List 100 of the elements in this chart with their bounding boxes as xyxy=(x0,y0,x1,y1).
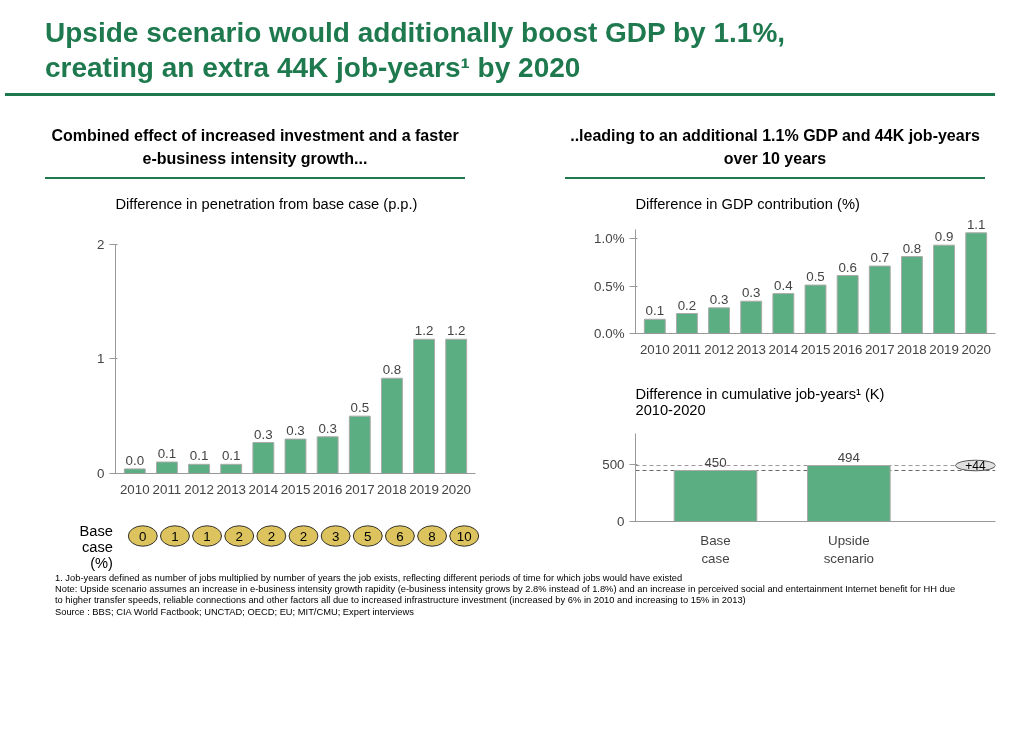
bar xyxy=(252,442,275,474)
data-label: 8 xyxy=(428,528,436,544)
data-label: 0.8 xyxy=(902,240,922,256)
bar xyxy=(675,313,698,334)
data-label: 450 xyxy=(704,454,727,470)
data-label: 0.3 xyxy=(286,423,305,439)
data-label: 1.2 xyxy=(414,323,434,339)
bar xyxy=(445,338,468,474)
text: Note: Upside scenario assumes an increase in e-business intensity growth rapidity (e-business intensity grows by 2.8% instead of 1.8%) and an increase in perceived social and entertainment Internet benefit for HH due to higher transfer speeds, reliable connections and other factors all due to increased infrastructure investment (increased by 6% in 2010 and increasing to 15% in 2013) xyxy=(55,584,956,606)
x-tick-label: 2011 xyxy=(672,341,702,357)
data-label: 10 xyxy=(456,528,472,544)
bar xyxy=(220,463,243,474)
data-label: 6 xyxy=(396,528,404,544)
data-label: 0 xyxy=(139,528,147,544)
chart-title: Upside scenario would additionally boost GDP by 1.1%, creating an extra 44K job-years¹ by 2020 xyxy=(5,5,995,96)
data-label: 1 xyxy=(171,528,179,544)
x-tick-label: 2012 xyxy=(184,481,214,497)
x-tick-label: 2020 xyxy=(961,341,992,357)
x-tick-label: 2016 xyxy=(832,341,863,357)
data-label: 0.3 xyxy=(741,285,761,301)
text: Base case (%) xyxy=(78,523,113,572)
bar xyxy=(643,318,666,334)
x-tick-label: 2013 xyxy=(736,341,767,357)
annotation: +44 xyxy=(965,459,986,474)
x-tick-label: 2015 xyxy=(800,341,831,357)
x-tick-label: 2017 xyxy=(864,341,895,357)
data-label: 0.3 xyxy=(318,420,337,436)
x-tick-label: 2014 xyxy=(768,341,799,357)
x-tick-label: Upside scenario xyxy=(823,532,875,566)
data-label: 3 xyxy=(331,528,340,544)
bar xyxy=(933,244,956,334)
data-label: 0.3 xyxy=(709,291,729,307)
data-label: 0.1 xyxy=(645,303,665,319)
x-tick-label: 2014 xyxy=(248,481,279,497)
y-tick-label: 1.0% xyxy=(594,231,625,247)
data-label: 0.1 xyxy=(189,448,209,464)
bar xyxy=(316,436,339,474)
data-label: 0.8 xyxy=(382,362,402,378)
bar xyxy=(772,293,795,334)
bar xyxy=(868,265,891,334)
data-label: 0.9 xyxy=(934,229,954,245)
data-label: 1.2 xyxy=(446,323,466,339)
data-label: 0.2 xyxy=(677,297,697,313)
x-tick-label: 2016 xyxy=(312,481,343,497)
bar xyxy=(900,256,923,334)
data-label: 0.3 xyxy=(254,426,273,442)
x-tick-label: 2012 xyxy=(704,341,734,357)
data-label: 494 xyxy=(837,449,861,465)
bar xyxy=(155,461,178,474)
bar xyxy=(836,275,859,334)
y-tick-label: 1 xyxy=(97,351,105,367)
bar xyxy=(284,438,307,474)
data-label: 1 xyxy=(203,528,211,544)
y-tick-label: 0.5% xyxy=(594,278,625,294)
data-label: 0.5 xyxy=(806,269,825,285)
data-label: 0.7 xyxy=(870,250,890,266)
y-axis-title: Difference in penetration from base case (p.p.) xyxy=(115,195,418,212)
y-axis-title: Difference in cumulative job-years¹ (K) 2010-2020 xyxy=(635,385,885,418)
data-label: 2 xyxy=(299,528,308,544)
y-tick-label: 0 xyxy=(617,514,625,529)
bar xyxy=(380,377,403,474)
x-tick-label: 2018 xyxy=(377,481,407,497)
x-tick-label: 2011 xyxy=(152,481,182,497)
x-tick-label: 2010 xyxy=(119,481,150,497)
data-label: 0.1 xyxy=(157,446,177,462)
x-tick-label: 2013 xyxy=(216,481,247,497)
bar xyxy=(348,415,371,474)
chart-subtitle: ..leading to an additional 1.1% GDP and 44K job-years over 10 years xyxy=(565,125,985,179)
x-tick-label: 2010 xyxy=(639,341,670,357)
x-tick-label: 2017 xyxy=(344,481,375,497)
bar xyxy=(188,463,211,474)
text: 1. Job-years defined as number of jobs multiplied by number of years the job exists, reflecting different periods of time for which jobs would have existed xyxy=(55,573,683,583)
x-tick-label: 2020 xyxy=(441,481,472,497)
y-tick-label: 0 xyxy=(97,466,105,481)
x-tick-label: 2019 xyxy=(929,341,959,357)
bar xyxy=(965,232,988,334)
y-axis-title: Difference in GDP contribution (%) xyxy=(635,195,860,212)
data-label: 2 xyxy=(267,528,276,544)
x-tick-label: 2015 xyxy=(280,481,311,497)
x-tick-label: 2018 xyxy=(897,341,927,357)
data-label: 0.0 xyxy=(125,452,145,468)
bar xyxy=(804,284,827,334)
data-label: 0.6 xyxy=(838,259,857,275)
bar xyxy=(123,468,146,474)
y-tick-label: 2 xyxy=(97,236,105,252)
x-tick-label: 2019 xyxy=(409,481,439,497)
data-label: 0.4 xyxy=(774,277,794,293)
data-label: 0.5 xyxy=(350,400,370,416)
data-label: 1.1 xyxy=(966,216,986,232)
chart-subtitle: Combined effect of increased investment and a faster e-business intensity growth... xyxy=(45,125,465,179)
bar xyxy=(740,300,763,334)
x-tick-label: Base case xyxy=(700,532,731,566)
bar xyxy=(413,338,436,474)
source-note: Source : BBS; CIA World Factbook; UNCTAD; OECD; EU; MIT/CMU; Expert interviews xyxy=(55,606,414,617)
y-tick-label: 500 xyxy=(602,457,625,473)
data-label: 5 xyxy=(364,528,372,544)
bar xyxy=(708,307,731,334)
y-tick-label: 0.0% xyxy=(594,326,625,341)
data-label: 2 xyxy=(235,528,243,544)
data-label: 0.1 xyxy=(221,448,241,464)
